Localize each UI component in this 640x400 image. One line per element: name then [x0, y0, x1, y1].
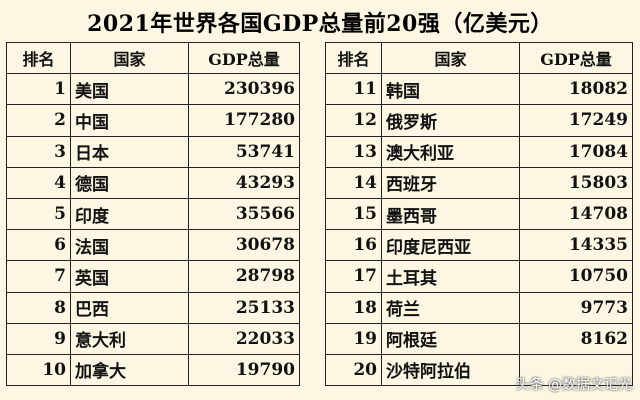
rank-cell: 12: [325, 104, 382, 137]
gdp-cell: 14335: [519, 229, 633, 262]
table-row: 10 加拿大 19790: [6, 353, 300, 387]
country-cell: 印度尼西亚: [381, 229, 520, 262]
gdp-cell: 18082: [519, 73, 633, 106]
country-cell: 阿根廷: [381, 322, 520, 355]
gdp-cell: 25133: [188, 291, 300, 324]
table-row: 11 韩国 18082: [325, 73, 633, 106]
table-row: 13 澳大利亚 17084: [325, 135, 633, 168]
rank-cell: 8: [6, 291, 71, 324]
table-row: 6 法国 30678: [6, 229, 300, 262]
gdp-cell: 230396: [188, 73, 300, 106]
country-cell: 沙特阿拉伯: [381, 353, 520, 387]
table-row: 14 西班牙 15803: [325, 166, 633, 199]
gdp-cell: [519, 353, 633, 387]
rank-cell: 4: [6, 166, 71, 199]
table-row: 7 英国 28798: [6, 260, 300, 293]
gdp-cell: 43293: [188, 166, 300, 199]
rank-cell: 1: [6, 73, 71, 106]
country-cell: 美国: [70, 73, 189, 106]
country-cell: 西班牙: [381, 166, 520, 199]
gdp-cell: 53741: [188, 135, 300, 168]
rank-cell: 15: [325, 197, 382, 231]
gdp-cell: 14708: [519, 197, 633, 231]
rank-cell: 2: [6, 104, 71, 137]
country-cell: 澳大利亚: [381, 135, 520, 168]
rank-cell: 7: [6, 260, 71, 293]
country-cell: 意大利: [70, 322, 189, 355]
country-cell: 韩国: [381, 73, 520, 106]
rank-cell: 9: [6, 322, 71, 355]
country-cell: 日本: [70, 135, 189, 168]
table-row: 3 日本 53741: [6, 135, 300, 168]
table-row: 18 荷兰 9773: [325, 291, 633, 324]
rank-cell: 14: [325, 166, 382, 199]
gdp-cell: 8162: [519, 322, 633, 355]
gdp-cell: 15803: [519, 166, 633, 199]
table-row: 17 土耳其 10750: [325, 260, 633, 293]
table-row: 19 阿根廷 8162: [325, 322, 633, 355]
table-row: 8 巴西 25133: [6, 291, 300, 324]
header-country: 国家: [381, 41, 520, 75]
table-row: 15 墨西哥 14708: [325, 197, 633, 231]
rank-cell: 10: [6, 353, 71, 387]
gdp-cell: 177280: [188, 104, 300, 137]
header-rank: 排名: [325, 41, 382, 75]
gdp-cell: 17249: [519, 104, 633, 137]
rank-cell: 19: [325, 322, 382, 355]
country-cell: 印度: [70, 197, 189, 231]
country-cell: 中国: [70, 104, 189, 137]
header-rank: 排名: [6, 41, 71, 75]
header-gdp: GDP总量: [188, 41, 300, 75]
country-cell: 墨西哥: [381, 197, 520, 231]
gdp-cell: 17084: [519, 135, 633, 168]
table-row: 12 俄罗斯 17249: [325, 104, 633, 137]
ranking-table-left: 排名 国家 GDP总量 1 美国 230396 2 中国 177280 3 日本 53741 4 德…: [6, 41, 300, 387]
table-row: 16 印度尼西亚 14335: [325, 229, 633, 262]
gdp-cell: 10750: [519, 260, 633, 293]
rank-cell: 3: [6, 135, 71, 168]
table-row: 2 中国 177280: [6, 104, 300, 137]
table-header-row: 排名 国家 GDP总量: [6, 41, 300, 75]
rank-cell: 13: [325, 135, 382, 168]
rank-cell: 6: [6, 229, 71, 262]
gdp-cell: 30678: [188, 229, 300, 262]
table-row: 20 沙特阿拉伯: [325, 353, 633, 387]
table-row: 9 意大利 22033: [6, 322, 300, 355]
country-cell: 俄罗斯: [381, 104, 520, 137]
header-gdp: GDP总量: [519, 41, 633, 75]
ranking-table-right: 排名 国家 GDP总量 11 韩国 18082 12 俄罗斯 17249 13 澳大利亚 170…: [325, 41, 633, 387]
gdp-cell: 19790: [188, 353, 300, 387]
country-cell: 土耳其: [381, 260, 520, 293]
country-cell: 巴西: [70, 291, 189, 324]
country-cell: 荷兰: [381, 291, 520, 324]
rank-cell: 17: [325, 260, 382, 293]
country-cell: 英国: [70, 260, 189, 293]
rank-cell: 18: [325, 291, 382, 324]
rank-cell: 20: [325, 353, 382, 387]
country-cell: 法国: [70, 229, 189, 262]
table-header-row: 排名 国家 GDP总量: [325, 41, 633, 75]
gdp-cell: 35566: [188, 197, 300, 231]
rank-cell: 16: [325, 229, 382, 262]
watermark: 头条 @数据文记光: [515, 377, 632, 393]
table-row: 5 印度 35566: [6, 197, 300, 231]
gdp-cell: 22033: [188, 322, 300, 355]
gdp-cell: 28798: [188, 260, 300, 293]
table-row: 4 德国 43293: [6, 166, 300, 199]
header-country: 国家: [70, 41, 189, 75]
table-row: 1 美国 230396: [6, 73, 300, 106]
country-cell: 德国: [70, 166, 189, 199]
rank-cell: 11: [325, 73, 382, 106]
country-cell: 加拿大: [70, 353, 189, 387]
gdp-cell: 9773: [519, 291, 633, 324]
rank-cell: 5: [6, 197, 71, 231]
page-title: 2021年世界各国GDP总量前20强（亿美元）: [87, 11, 553, 37]
